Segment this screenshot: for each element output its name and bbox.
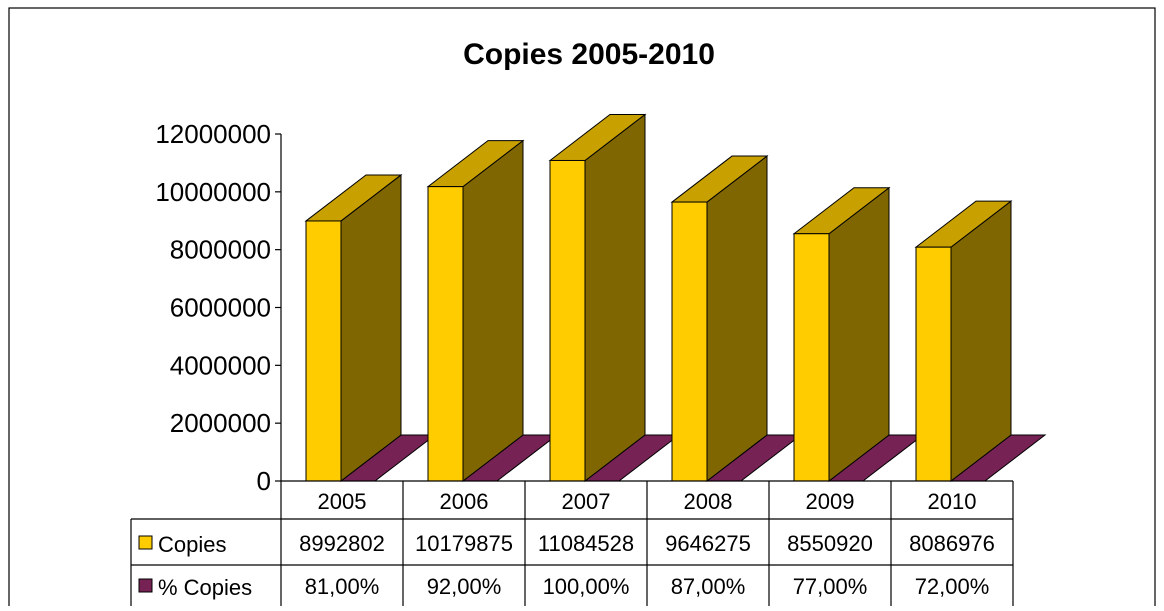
pct-copies-data-label: 77,00% — [793, 574, 868, 599]
y-tick-label: 4000000 — [170, 350, 271, 380]
legend-label-copies: Copies — [158, 532, 226, 557]
y-tick-label: 6000000 — [170, 293, 271, 323]
copies-data-label: 8086976 — [909, 531, 995, 556]
copies-bar-side-2010 — [950, 200, 1012, 483]
copies-data-label: 8550920 — [787, 531, 873, 556]
x-tick-label: 2006 — [440, 489, 489, 514]
x-tick-label: 2009 — [806, 489, 855, 514]
legend-key-pct-copies — [138, 578, 153, 593]
copies-bar-2009 — [793, 233, 830, 482]
pct-copies-data-label: 100,00% — [543, 574, 630, 599]
pct-copies-data-label: 92,00% — [427, 574, 502, 599]
y-tick-label: 0 — [257, 466, 271, 496]
copies-bar-2006 — [427, 186, 464, 482]
copies-bar-2007 — [549, 159, 586, 482]
copies-data-label: 8992802 — [299, 531, 385, 556]
copies-bar-side-2005 — [340, 173, 402, 483]
legend-key-copies — [138, 535, 153, 550]
copies-bar-2005 — [305, 220, 342, 482]
x-tick-label: 2005 — [318, 489, 367, 514]
copies-bar-side-2008 — [706, 155, 768, 483]
y-tick-label: 12000000 — [155, 119, 271, 149]
copies-bar-2008 — [671, 201, 708, 482]
copies-data-label: 9646275 — [665, 531, 751, 556]
pct-copies-data-label: 72,00% — [915, 574, 990, 599]
copies-bar-side-2009 — [828, 186, 890, 483]
x-tick-label: 2007 — [562, 489, 611, 514]
pct-copies-data-label: 87,00% — [671, 574, 746, 599]
copies-bar-side-2007 — [584, 113, 646, 483]
y-tick-label: 2000000 — [170, 408, 271, 438]
copies-bar-2010 — [915, 246, 952, 482]
copies-data-label: 11084528 — [538, 531, 634, 556]
x-tick-label: 2010 — [928, 489, 977, 514]
pct-copies-data-label: 81,00% — [305, 574, 380, 599]
copies-data-label: 10179875 — [415, 531, 513, 556]
copies-bar-side-2006 — [462, 139, 524, 483]
legend-label-pct-copies: % Copies — [158, 575, 252, 600]
x-tick-label: 2008 — [684, 489, 733, 514]
y-tick-label: 10000000 — [155, 177, 271, 207]
y-tick-label: 8000000 — [170, 235, 271, 265]
chart-title: Copies 2005-2010 — [463, 38, 715, 71]
